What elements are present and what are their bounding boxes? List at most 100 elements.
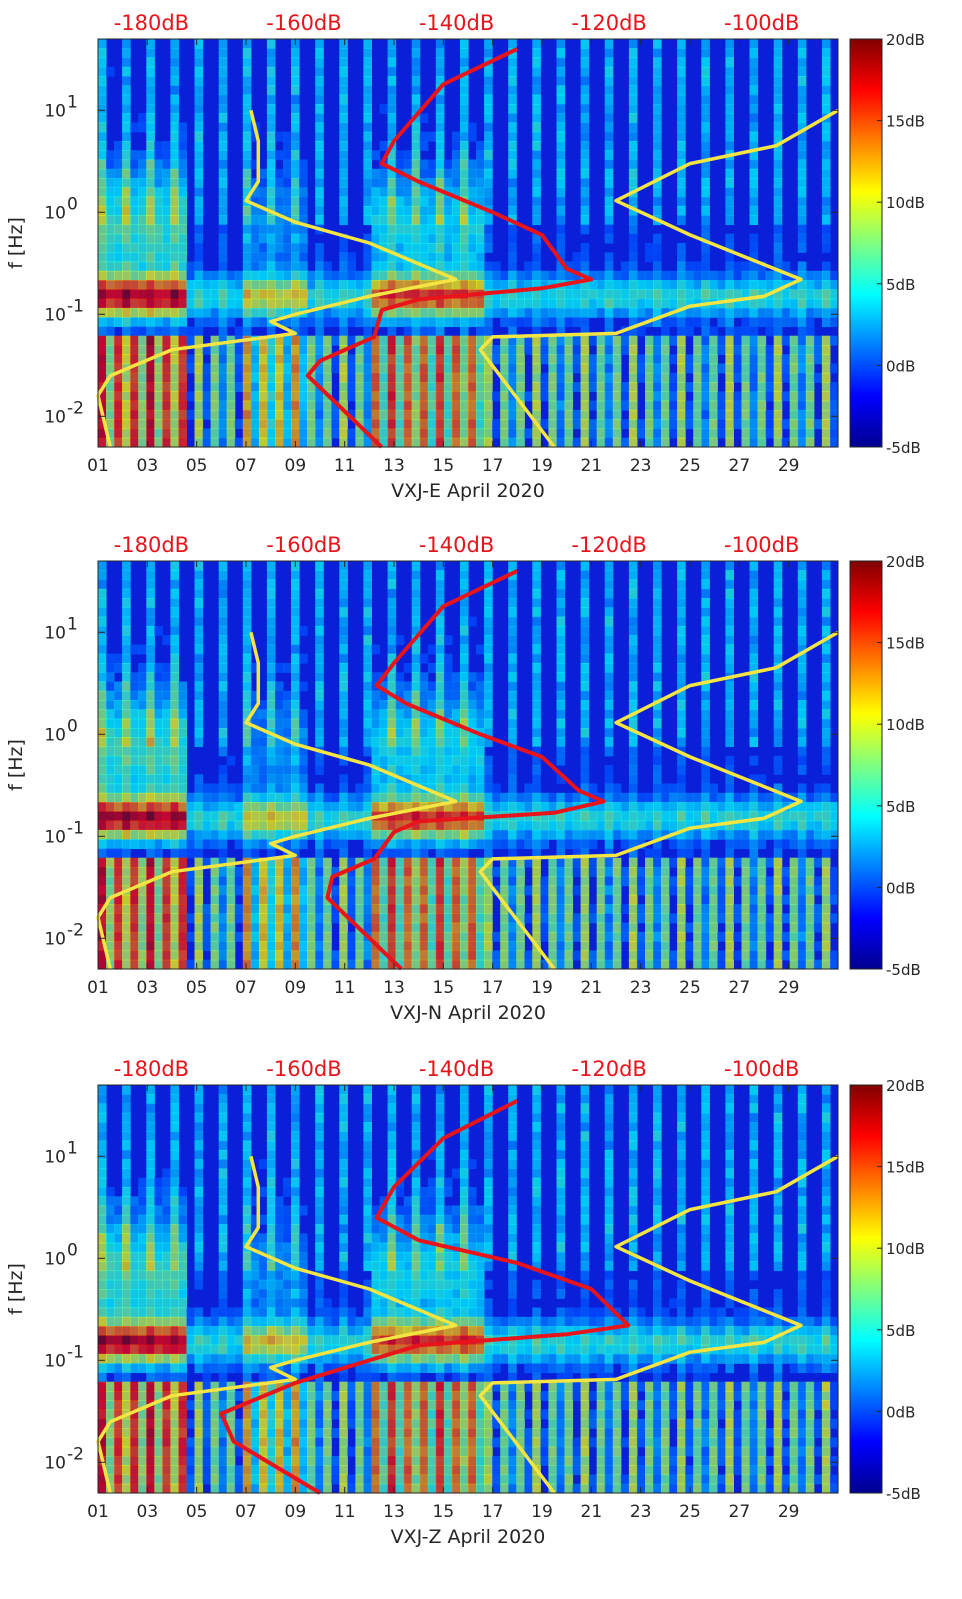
spectrogram-cell — [460, 653, 469, 664]
spectrogram-cell — [307, 307, 316, 318]
spectrogram-cell — [460, 372, 469, 383]
spectrogram-cell — [508, 857, 517, 868]
spectrogram-cell — [106, 326, 115, 337]
spectrogram-cell — [460, 681, 469, 692]
spectrogram-cell — [98, 663, 107, 673]
spectrogram-cell — [580, 867, 590, 877]
spectrogram-cell — [210, 913, 220, 924]
spectrogram-cell — [427, 317, 437, 328]
spectrogram-cell — [387, 709, 397, 720]
spectrogram-cell — [435, 215, 445, 226]
spectrogram-cell — [435, 280, 445, 290]
spectrogram-cell — [154, 215, 163, 226]
spectrogram-cell — [283, 718, 292, 729]
spectrogram-cell — [797, 419, 807, 430]
spectrogram-cell — [114, 904, 123, 914]
spectrogram-cell — [114, 141, 123, 151]
spectrogram-cell — [162, 635, 171, 646]
spectrogram-cell — [427, 644, 437, 655]
spectrogram-cell — [250, 372, 260, 383]
spectrogram-cell — [661, 792, 670, 803]
spectrogram-cell — [411, 215, 421, 226]
spectrogram-cell — [162, 437, 171, 448]
spectrogram-cell — [443, 839, 453, 850]
spectrogram-cell — [387, 298, 397, 309]
spectrogram-cell — [749, 196, 759, 207]
spectrogram-cell — [114, 243, 123, 253]
spectrogram-cell — [645, 382, 654, 392]
spectrogram-cell — [242, 372, 252, 383]
spectrogram-cell — [677, 876, 686, 887]
spectrogram-cell — [162, 419, 171, 430]
spectrogram-cell — [596, 904, 606, 914]
spectrogram-cell — [218, 579, 228, 590]
spectrogram-cell — [468, 690, 477, 701]
spectrogram-cell — [773, 39, 783, 49]
spectrogram-cell — [653, 579, 662, 590]
spectrogram-cell — [106, 792, 115, 803]
spectrogram-cell — [725, 187, 734, 198]
spectrogram-cell — [218, 326, 228, 337]
spectrogram-cell — [661, 307, 670, 318]
spectrogram-cell — [411, 252, 421, 263]
spectrogram-cell — [266, 335, 276, 346]
spectrogram-cell — [411, 616, 421, 627]
spectrogram-cell — [419, 700, 429, 710]
spectrogram-cell — [620, 839, 630, 850]
spectrogram-cell — [805, 391, 815, 402]
spectrogram-cell — [411, 894, 421, 905]
spectrogram-cell — [355, 400, 364, 411]
spectrogram-cell — [162, 737, 171, 748]
spectrogram-cell — [508, 131, 517, 142]
spectrogram-cell — [98, 178, 107, 188]
spectrogram-cell — [106, 187, 115, 198]
spectrogram-cell — [234, 876, 244, 887]
spectrogram-cell — [371, 270, 381, 281]
spectrogram-cell — [508, 774, 517, 785]
spectrogram-cell — [765, 409, 775, 420]
spectrogram-cell — [628, 700, 638, 710]
spectrogram-cell — [500, 280, 509, 290]
spectrogram-cell — [604, 409, 614, 420]
spectrogram-cell — [653, 792, 662, 803]
spectrogram-cell — [275, 802, 284, 812]
spectrogram-cell — [468, 755, 477, 766]
spectrogram-cell — [363, 792, 372, 803]
spectrogram-cell — [588, 811, 598, 822]
spectrogram-cell — [443, 233, 453, 244]
spectrogram-cell — [355, 289, 364, 300]
spectrogram-cell — [146, 839, 155, 850]
spectrogram-cell — [291, 635, 300, 646]
spectrogram-cell — [210, 382, 220, 392]
spectrogram-cell — [355, 857, 364, 868]
spectrogram-cell — [556, 811, 566, 822]
spectrogram-cell — [580, 941, 590, 952]
spectrogram-cell — [709, 335, 718, 346]
spectrogram-cell — [299, 867, 308, 877]
spectrogram-cell — [242, 644, 252, 655]
spectrogram-cell — [291, 894, 300, 905]
spectrogram-cell — [154, 663, 163, 673]
spectrogram-cell — [106, 709, 115, 720]
spectrogram-cell — [693, 409, 702, 420]
spectrogram-cell — [653, 103, 662, 114]
spectrogram-cell — [411, 409, 421, 420]
spectrogram-cell — [564, 950, 574, 961]
spectrogram-cell — [451, 820, 461, 831]
spectrogram-cell — [556, 317, 566, 328]
spectrogram-cell — [266, 672, 276, 683]
spectrogram-cell — [146, 113, 155, 124]
spectrogram-cell — [805, 307, 815, 318]
spectrogram-cell — [210, 802, 220, 812]
spectrogram-cell — [395, 885, 405, 896]
spectrogram-cell — [757, 307, 767, 318]
spectrogram-cell — [162, 391, 171, 402]
spectrogram-cell — [411, 307, 421, 318]
spectrogram-cell — [331, 270, 340, 281]
spectrogram-cell — [427, 820, 437, 831]
spectrogram-cell — [242, 354, 252, 365]
spectrogram-cell — [106, 168, 115, 179]
spectrogram-cell — [749, 159, 759, 170]
spectrogram-cell — [741, 307, 751, 318]
spectrogram-cell — [154, 437, 163, 448]
